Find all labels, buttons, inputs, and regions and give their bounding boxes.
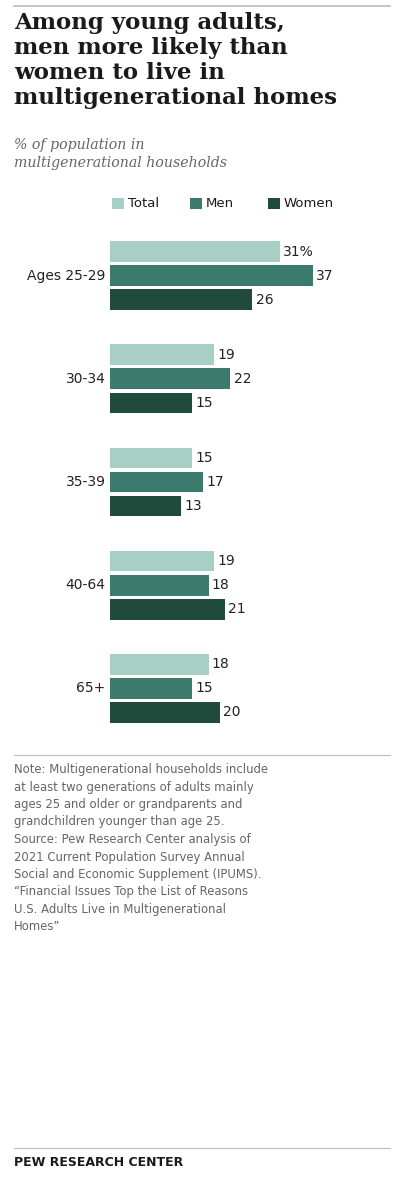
Text: 15: 15 <box>196 682 213 695</box>
Text: 40-64: 40-64 <box>66 578 106 592</box>
Text: 19: 19 <box>217 554 235 568</box>
Bar <box>110 574 208 596</box>
Bar <box>110 344 214 365</box>
Text: 37: 37 <box>316 269 334 283</box>
Text: PEW RESEARCH CENTER: PEW RESEARCH CENTER <box>14 1156 183 1169</box>
Text: Among young adults,
men more likely than
women to live in
multigenerational home: Among young adults, men more likely than… <box>14 12 337 109</box>
Text: 21: 21 <box>228 602 246 616</box>
Text: 20: 20 <box>223 706 240 720</box>
Text: 17: 17 <box>206 475 224 490</box>
Bar <box>110 393 192 413</box>
Text: 26: 26 <box>256 293 273 307</box>
Bar <box>110 289 252 310</box>
Bar <box>110 654 208 675</box>
Bar <box>110 472 203 492</box>
Text: Men: Men <box>206 197 234 210</box>
Bar <box>110 448 192 468</box>
Bar <box>110 265 313 285</box>
Text: 19: 19 <box>217 347 235 362</box>
Text: Ages 25-29: Ages 25-29 <box>27 269 106 283</box>
Text: Note: Multigenerational households include
at least two generations of adults ma: Note: Multigenerational households inclu… <box>14 763 268 934</box>
Text: 30-34: 30-34 <box>66 371 106 386</box>
Text: 31%: 31% <box>283 245 314 259</box>
Bar <box>110 369 230 389</box>
Text: 13: 13 <box>184 499 202 513</box>
Bar <box>110 678 192 698</box>
Text: 15: 15 <box>196 451 213 464</box>
Text: % of population in
multigenerational households: % of population in multigenerational hou… <box>14 139 227 170</box>
Text: 18: 18 <box>212 578 230 592</box>
Text: 15: 15 <box>196 396 213 410</box>
Bar <box>110 241 280 261</box>
Text: 22: 22 <box>234 371 251 386</box>
Bar <box>110 702 220 722</box>
Text: 35-39: 35-39 <box>66 475 106 490</box>
Text: 18: 18 <box>212 658 230 671</box>
Bar <box>110 550 214 572</box>
Bar <box>110 599 225 620</box>
Text: 65+: 65+ <box>76 682 106 695</box>
Bar <box>110 496 181 516</box>
Text: Total: Total <box>128 197 159 210</box>
Text: Women: Women <box>284 197 334 210</box>
